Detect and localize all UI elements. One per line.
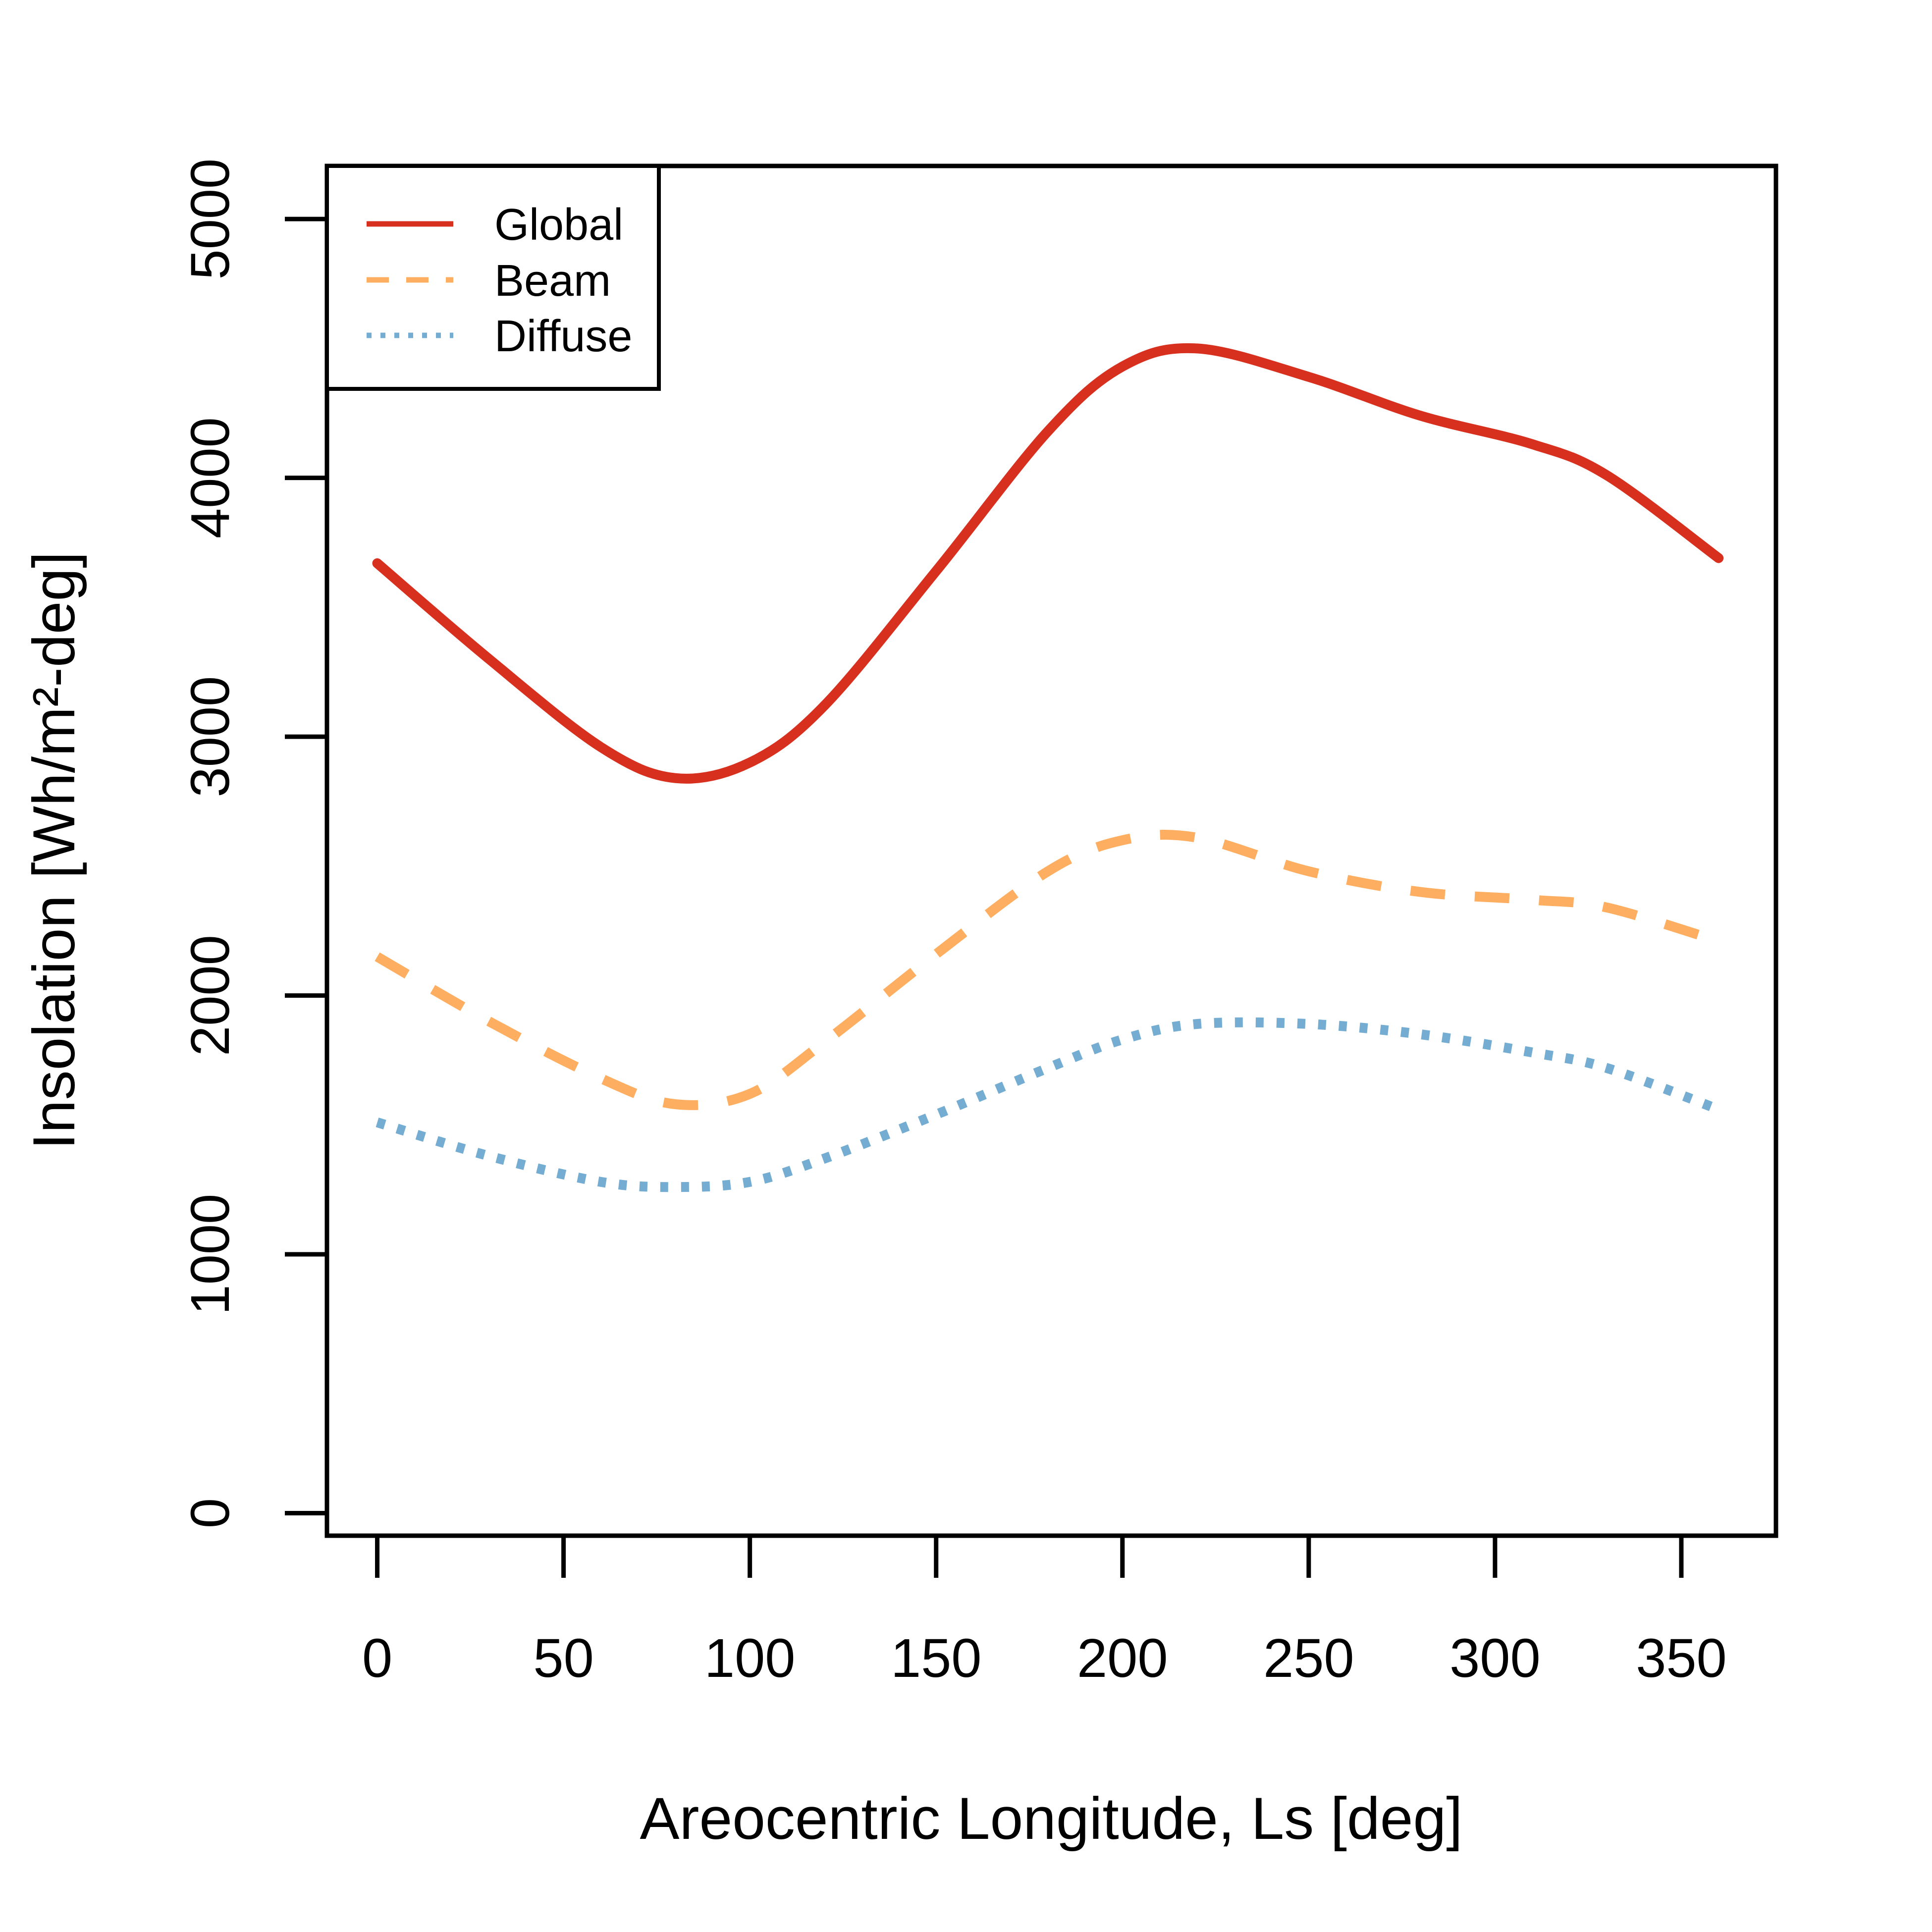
x-tick-label-200: 200 xyxy=(1077,1628,1168,1689)
series-layer xyxy=(372,343,1724,1192)
x-tick-label-100: 100 xyxy=(704,1628,796,1689)
x-tick-label-250: 250 xyxy=(1263,1628,1354,1689)
legend-label-diffuse: Diffuse xyxy=(494,312,632,361)
legend-label-beam: Beam xyxy=(494,256,611,306)
series-line-diffuse xyxy=(376,1017,1720,1192)
y-axis-title: Insolation [Wh/m²-deg] xyxy=(21,551,87,1149)
series-line-beam xyxy=(375,829,1720,1110)
x-tick-label-0: 0 xyxy=(362,1628,392,1689)
y-tick-label-0: 0 xyxy=(180,1498,241,1528)
y-axis: 0 1000 2000 3000 4000 5000 xyxy=(180,159,329,1528)
x-tick-label-300: 300 xyxy=(1449,1628,1541,1689)
x-axis-title: Areocentric Longitude, Ls [deg] xyxy=(640,1785,1462,1852)
x-tick-label-50: 50 xyxy=(533,1628,593,1689)
legend-label-global: Global xyxy=(494,200,623,250)
y-tick-label-1000: 1000 xyxy=(180,1194,241,1315)
y-tick-label-2000: 2000 xyxy=(180,935,241,1056)
legend: Global Beam Diffuse xyxy=(325,164,661,391)
y-tick-label-5000: 5000 xyxy=(180,159,241,280)
x-tick-label-350: 350 xyxy=(1636,1628,1727,1689)
y-tick-label-3000: 3000 xyxy=(180,676,241,798)
series-line-global xyxy=(372,343,1724,784)
x-tick-label-150: 150 xyxy=(891,1628,982,1689)
y-tick-label-4000: 4000 xyxy=(180,417,241,538)
x-axis: 0 50 100 150 200 250 300 350 xyxy=(362,1533,1727,1689)
